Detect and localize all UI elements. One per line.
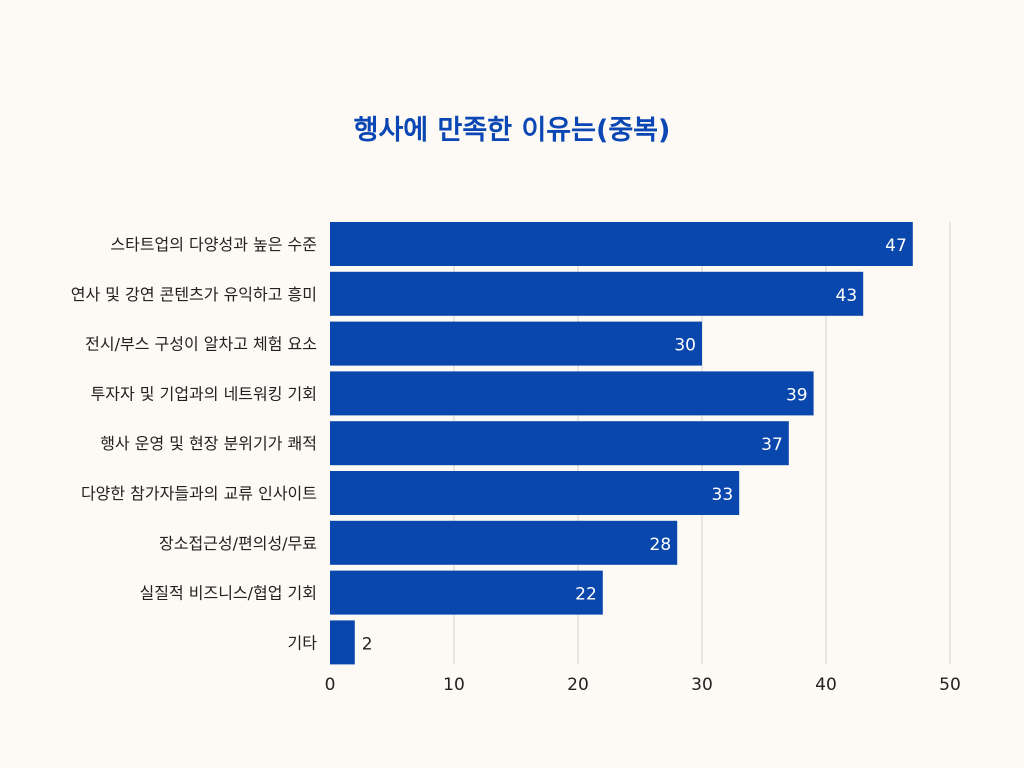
category-label-8: 기타 (288, 633, 318, 652)
category-label-2: 전시/부스 구성이 알차고 체험 요소 (85, 335, 317, 354)
data-label-0: 47 (885, 236, 907, 256)
data-label-6: 28 (650, 535, 672, 555)
bar-3 (330, 371, 814, 416)
category-label-4: 행사 운영 및 현장 분위기가 쾌적 (100, 434, 317, 453)
category-label-3: 투자자 및 기업과의 네트워킹 기회 (91, 384, 317, 403)
data-label-4: 37 (761, 435, 783, 455)
data-label-8: 2 (362, 634, 373, 654)
category-label-1: 연사 및 강연 콘텐츠가 유익하고 흥미 (71, 285, 317, 304)
data-label-1: 43 (836, 286, 858, 306)
x-tick-label-50: 50 (939, 675, 961, 695)
bar-6 (330, 520, 678, 565)
bar-7 (330, 570, 603, 615)
category-label-6: 장소접근성/편의성/무료 (159, 534, 317, 553)
bar-2 (330, 321, 702, 366)
data-label-3: 39 (786, 385, 808, 405)
chart-title: 행사에 만족한 이유는(중복) (353, 115, 671, 146)
x-tick-label-30: 30 (691, 675, 713, 695)
data-label-2: 30 (674, 336, 696, 356)
data-label-5: 33 (712, 485, 734, 505)
bar-4 (330, 421, 789, 466)
category-label-5: 다양한 참가자들과의 교류 인사이트 (81, 484, 317, 503)
x-tick-label-10: 10 (443, 675, 465, 695)
category-label-0: 스타트업의 다양성과 높은 수준 (110, 235, 317, 254)
bar-8 (330, 620, 355, 665)
bar-5 (330, 471, 740, 515)
bar-1 (330, 271, 864, 316)
x-tick-label-40: 40 (815, 675, 837, 695)
category-label-7: 실질적 비즈니스/협업 기회 (140, 584, 317, 603)
x-tick-label-20: 20 (567, 675, 589, 695)
x-tick-label-0: 0 (325, 675, 336, 695)
bar-0 (330, 222, 913, 266)
data-label-7: 22 (575, 585, 597, 605)
